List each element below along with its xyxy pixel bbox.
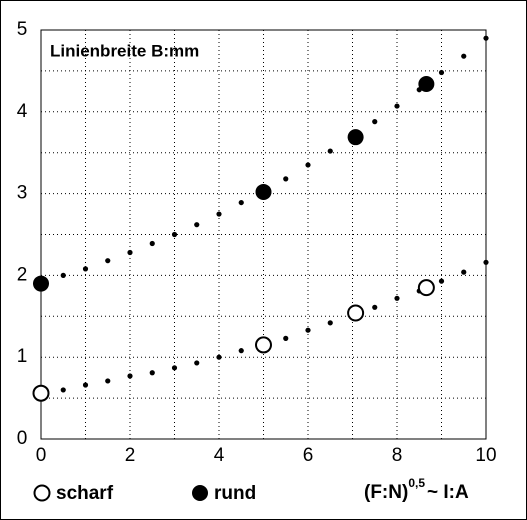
data-point	[372, 304, 378, 310]
data-point	[283, 176, 289, 182]
data-point	[171, 231, 178, 238]
data-point	[149, 370, 155, 376]
x-tick-label: 6	[303, 445, 314, 466]
data-point	[255, 183, 272, 200]
data-point	[33, 275, 49, 292]
y-tick-label: 3	[17, 183, 28, 204]
x-tick-label: 8	[392, 445, 403, 466]
data-point	[347, 304, 365, 322]
data-point	[216, 211, 222, 217]
x-tick-label: 4	[214, 445, 225, 466]
data-point	[60, 387, 66, 393]
plot-area	[40, 29, 487, 440]
data-point	[372, 119, 378, 125]
data-point	[305, 327, 311, 333]
data-point	[327, 320, 333, 326]
data-point	[127, 249, 133, 256]
data-point	[483, 35, 489, 41]
x-tick-label: 10	[475, 445, 496, 466]
x-label-sup: 0,5	[408, 476, 425, 490]
data-point	[105, 378, 111, 384]
data-point	[438, 69, 445, 76]
y-tick-label: 0	[17, 428, 28, 449]
data-point	[438, 278, 445, 284]
data-point	[327, 148, 333, 154]
y-tick-label: 2	[17, 264, 28, 285]
data-point	[171, 365, 178, 371]
data-point	[255, 336, 272, 354]
data-point	[418, 75, 435, 92]
x-tick-label: 0	[36, 445, 47, 466]
y-tick-label: 4	[17, 101, 28, 122]
data-point	[105, 258, 111, 264]
legend-marker	[33, 484, 51, 502]
x-axis-label: (F:N)0,5 ~ I:A	[364, 476, 469, 503]
data-point	[238, 199, 244, 206]
chart-title: Linienbreite B:mm	[50, 41, 199, 60]
data-point	[483, 259, 489, 265]
data-point	[149, 240, 155, 247]
data-point	[461, 53, 467, 59]
data-point	[305, 162, 311, 168]
data-point	[347, 129, 364, 146]
data-point	[417, 279, 435, 297]
legend-marker	[192, 485, 208, 501]
data-point	[283, 335, 289, 341]
data-point	[32, 384, 50, 402]
x-label-base: (F:N)	[364, 482, 408, 503]
x-tick-label: 2	[125, 445, 136, 466]
y-tick-label: 1	[17, 346, 28, 367]
data-point	[82, 266, 89, 272]
legend-label: scharf	[56, 483, 114, 504]
data-point	[461, 269, 467, 275]
data-point	[238, 348, 244, 354]
data-point	[194, 360, 200, 366]
data-point	[216, 354, 222, 360]
data-point	[194, 222, 200, 228]
data-point	[127, 373, 133, 379]
data-point	[394, 295, 400, 301]
y-tick-label: 5	[17, 19, 28, 40]
data-point	[60, 272, 66, 278]
data-point	[394, 103, 400, 109]
x-label-rest: ~ I:A	[427, 482, 469, 503]
data-point	[82, 382, 89, 388]
legend-label: rund	[214, 483, 256, 504]
